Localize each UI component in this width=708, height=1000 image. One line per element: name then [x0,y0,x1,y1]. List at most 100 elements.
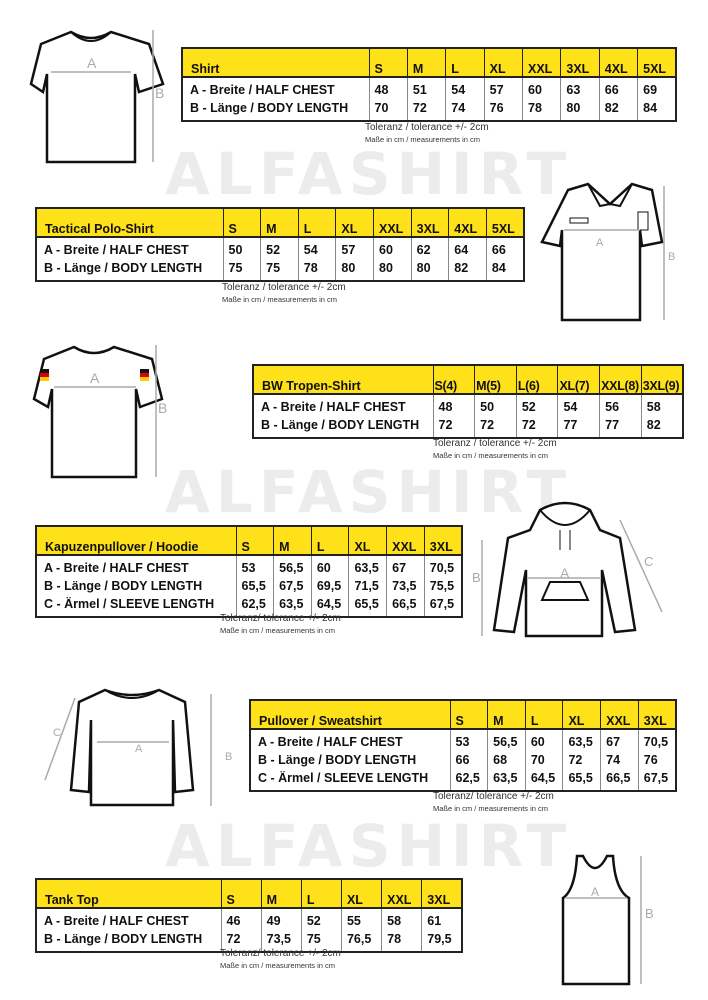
measurement-row: B - Länge / BODY LENGTH 72 72 72 77 77 82 [253,416,683,438]
shirt-caption: Toleranz / tolerance +/- 2cm Maße in cm /… [365,122,489,146]
size-header: S [222,208,261,238]
measurement-value: 58 [640,394,683,416]
measurement-value: 52 [260,237,299,259]
measurement-label: B - Länge / BODY LENGTH [44,579,203,593]
measurement-label: A - Breite / HALF CHEST [258,735,403,749]
measurement-value: 65,5 [235,577,274,595]
measurement-value: 63,5 [273,595,312,617]
measurement-value: 75 [260,259,299,281]
measurement-label: A - Breite / HALF CHEST [44,914,189,928]
header-row: Tactical Polo-Shirt S M L XL XXL 3XL 4XL 5XL [36,208,524,238]
sweatshirt-illustration: A B C [44,688,232,807]
size-header: 4XL [598,48,638,78]
polo-caption: Toleranz / tolerance +/- 2cm Maße in cm /… [222,282,346,306]
product-title: Kapuzenpullover / Hoodie [36,526,236,556]
units-note: Maße in cm / measurements in cm [433,451,549,460]
measurement-value: 63,5 [348,555,387,577]
measurement-label: B - Länge / BODY LENGTH [190,101,349,115]
size-header: S [235,526,274,556]
size-header: XL [335,208,374,238]
measurement-value: 56,5 [273,555,312,577]
measurement-value: 53 [235,555,274,577]
measurement-row: B - Länge / BODY LENGTH 65,5 67,5 69,5 71,5 7… [36,577,462,595]
measurement-value: 80 [560,99,600,121]
polo-size-table: Tactical Polo-Shirt S M L XL XXL 3XL 4XL 5XL A - … [35,207,525,282]
product-title: Tactical Polo-Shirt [36,208,223,238]
tanktop-illustration: A B [561,854,654,986]
product-title: Shirt [182,48,369,78]
measurement-value: 77 [599,416,642,438]
measurement-value: 72 [432,416,475,438]
dim-a-label: A [87,55,97,71]
measurement-value: 66,5 [386,595,425,617]
tolerance-text: Toleranz / tolerance +/- 2cm [433,438,557,449]
measurement-value: 80 [335,259,374,281]
dim-c-label: C [53,727,61,739]
size-header: L [524,700,563,730]
measurement-value: 73,5 [386,577,425,595]
measurement-value: 66,5 [600,769,639,791]
header-row: Tank Top S M L XL XXL 3XL [36,879,462,909]
measurement-value: 74 [600,751,639,769]
tolerance-text: Toleranz / tolerance +/- 2cm [222,282,346,293]
measurement-value: 54 [445,77,485,99]
size-header: M [406,48,446,78]
measurement-value: 67,5 [637,769,676,791]
measurement-value: 79,5 [421,930,462,952]
measurement-value: 71,5 [348,577,387,595]
measurement-value: 54 [557,394,600,416]
measurement-value: 48 [368,77,408,99]
measurement-value: 64,5 [310,595,349,617]
sweatshirt-size-table: Pullover / Sweatshirt S M L XL XXL 3XL A - Brei… [249,699,677,792]
size-header: 5XL [485,208,524,238]
size-header: XXL [521,48,561,78]
size-header: 5XL [637,48,676,78]
measurement-value: 76 [637,751,676,769]
measurement-value: 64,5 [524,769,563,791]
measurement-value: 70 [368,99,408,121]
measurement-value: 80 [373,259,412,281]
watermark: ALFASHIRT [165,140,573,208]
tanktop-caption: Toleranz/ tolerance +/- 2cm Maße in cm / … [220,948,341,972]
measurement-value: 78 [381,930,422,952]
dim-c-label: C [644,554,653,569]
measurement-value: 74 [445,99,485,121]
measurement-value: 52 [300,908,342,930]
size-header: M(5) [474,365,517,395]
size-header: XL [483,48,523,78]
size-header: 3XL [410,208,449,238]
size-header: M [260,879,302,909]
measurement-value: 65,5 [562,769,601,791]
measurement-row: A - Breite / HALF CHEST 48 50 52 54 56 58 [253,394,683,416]
measurement-value: 75 [222,259,261,281]
measurement-value: 49 [260,908,302,930]
measurement-value: 80 [410,259,449,281]
measurement-value: 72 [406,99,446,121]
measurement-value: 52 [515,394,558,416]
measurement-value: 55 [340,908,382,930]
measurement-value: 60 [521,77,561,99]
measurement-row: C - Ärmel / SLEEVE LENGTH 62,5 63,5 64,5 65,… [250,769,676,791]
measurement-row: B - Länge / BODY LENGTH 66 68 70 72 74 76 [250,751,676,769]
measurement-value: 69,5 [310,577,349,595]
measurement-row: B - Länge / BODY LENGTH 70 72 74 76 78 80 82 84 [182,99,676,121]
product-title: BW Tropen-Shirt [253,365,433,395]
tolerance-text: Toleranz / tolerance +/- 2cm [365,122,489,133]
measurement-row: B - Länge / BODY LENGTH 75 75 78 80 80 80 82 84 [36,259,524,281]
dim-a-label: A [135,743,143,755]
measurement-value: 67,5 [273,577,312,595]
size-header: XL [562,700,601,730]
measurement-value: 75,5 [423,577,462,595]
measurement-value: 60 [310,555,349,577]
dim-a-label: A [560,565,570,581]
size-header: L(6) [515,365,558,395]
size-header: S(4) [432,365,475,395]
dim-b-label: B [668,251,675,263]
size-header: 3XL [560,48,600,78]
units-note: Maße in cm / measurements in cm [220,626,336,635]
watermark: ALFASHIRT [165,458,573,526]
tropen-shirt-illustration: A B [32,345,167,479]
measurement-label: B - Länge / BODY LENGTH [261,418,420,432]
units-note: Maße in cm / measurements in cm [220,961,336,970]
